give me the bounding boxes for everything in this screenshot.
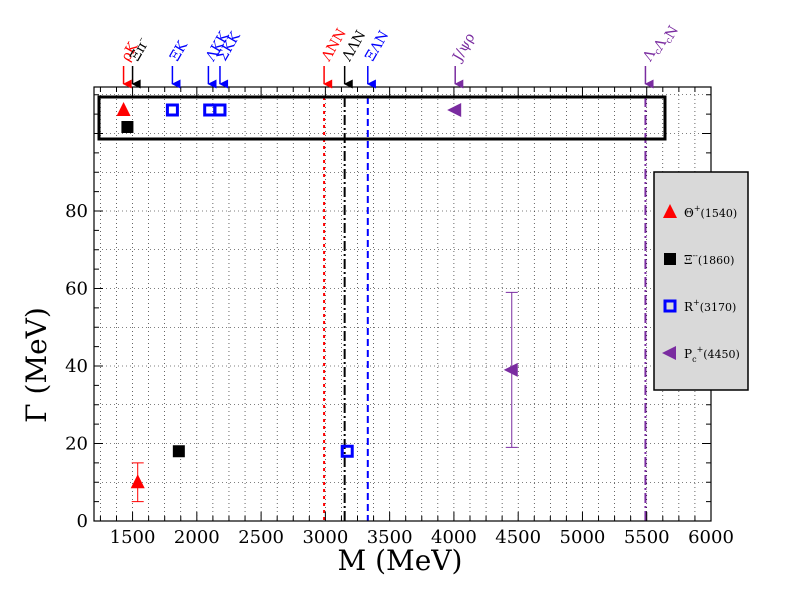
legend-label: Ξ--(1860): [684, 251, 734, 267]
data-point: [340, 444, 354, 458]
legend-label-name: R: [684, 300, 694, 314]
x-axis-label: M (MeV): [338, 544, 463, 577]
legend-label-paren: (1860): [698, 254, 735, 267]
threshold-band: [97, 95, 667, 141]
threshold-marker: [165, 103, 179, 117]
data-point: [130, 474, 145, 489]
legend-label-sup: +: [694, 204, 701, 213]
arrow-label-group: ΞΛN: [362, 28, 392, 64]
legend-marker: [664, 253, 676, 265]
legend-label-name: Ξ: [684, 253, 692, 267]
arrow-label-sup: –: [136, 35, 147, 44]
data-point: [503, 362, 518, 377]
legend-label-sup: --: [692, 251, 698, 260]
arrow-label-sub: c: [664, 36, 675, 45]
x-tick-label: 2500: [238, 527, 284, 548]
x-tick-label: 3500: [367, 527, 413, 548]
legend-label-name: P: [684, 347, 692, 361]
arrow-label: J/ψρ: [449, 30, 479, 65]
threshold-lines: [323, 97, 647, 521]
threshold-marker: [203, 103, 217, 117]
y-tick-label: 80: [65, 201, 88, 222]
x-tick-label: 4000: [431, 527, 477, 548]
x-tick-label: 5000: [560, 527, 606, 548]
threshold-marker: [447, 103, 462, 117]
legend-label-paren: (1540): [701, 207, 738, 220]
threshold-marker: [213, 103, 227, 117]
legend-marker: [662, 346, 676, 360]
y-axis-label: Γ (MeV): [20, 307, 53, 423]
y-tick-label: 0: [77, 511, 88, 532]
arrow-label: ΞK: [167, 38, 191, 64]
arrow-label: ΞΛN: [362, 28, 392, 64]
x-tick-label: 3000: [302, 527, 348, 548]
x-tick-label: 2000: [174, 527, 220, 548]
legend-label-sup: +: [693, 298, 700, 307]
legend-label-sup: +: [697, 345, 704, 354]
y-tick-label: 40: [65, 356, 88, 377]
threshold-box: [97, 95, 667, 141]
grid-lines: [94, 87, 711, 521]
legend-label-paren: (4450): [703, 348, 740, 361]
legend-label: R+(3170): [684, 298, 736, 314]
axes: 1500 2000 2500 3000 3500 4000 4500 5000 5500 6000…: [65, 86, 734, 548]
legend-label: Pc+(4450): [684, 345, 740, 364]
arrow-label: ΛcΛcN: [640, 19, 683, 69]
legend: Θ+(1540)Ξ--(1860)R+(3170)Pc+(4450): [653, 171, 749, 391]
x-tick-label: 5500: [624, 527, 670, 548]
legend-label-paren: (3170): [700, 301, 737, 314]
plot-frame: [93, 86, 712, 522]
arrow-label-group: J/ψρ: [449, 30, 479, 65]
x-tick-label: 6000: [688, 527, 734, 548]
y-tick-label: 20: [65, 434, 88, 455]
x-tick-label: 1500: [110, 527, 156, 548]
legend-label-name: Θ: [684, 206, 694, 220]
legend-label-sub: c: [692, 355, 697, 364]
data-points: [130, 291, 518, 503]
arrow-label-group: ΞK: [167, 38, 191, 64]
threshold-marker: [121, 121, 134, 133]
legend-marker: [663, 299, 677, 313]
threshold-marker: [116, 102, 131, 116]
x-tick-label: 4500: [495, 527, 541, 548]
legend-label: Θ+(1540): [684, 204, 737, 220]
y-tick-label: 60: [65, 279, 88, 300]
legend-marker: [663, 204, 677, 218]
data-point: [172, 445, 185, 458]
arrow-label-group: ΛcΛcN: [640, 19, 683, 69]
arrow-label-sub: c: [653, 47, 664, 56]
